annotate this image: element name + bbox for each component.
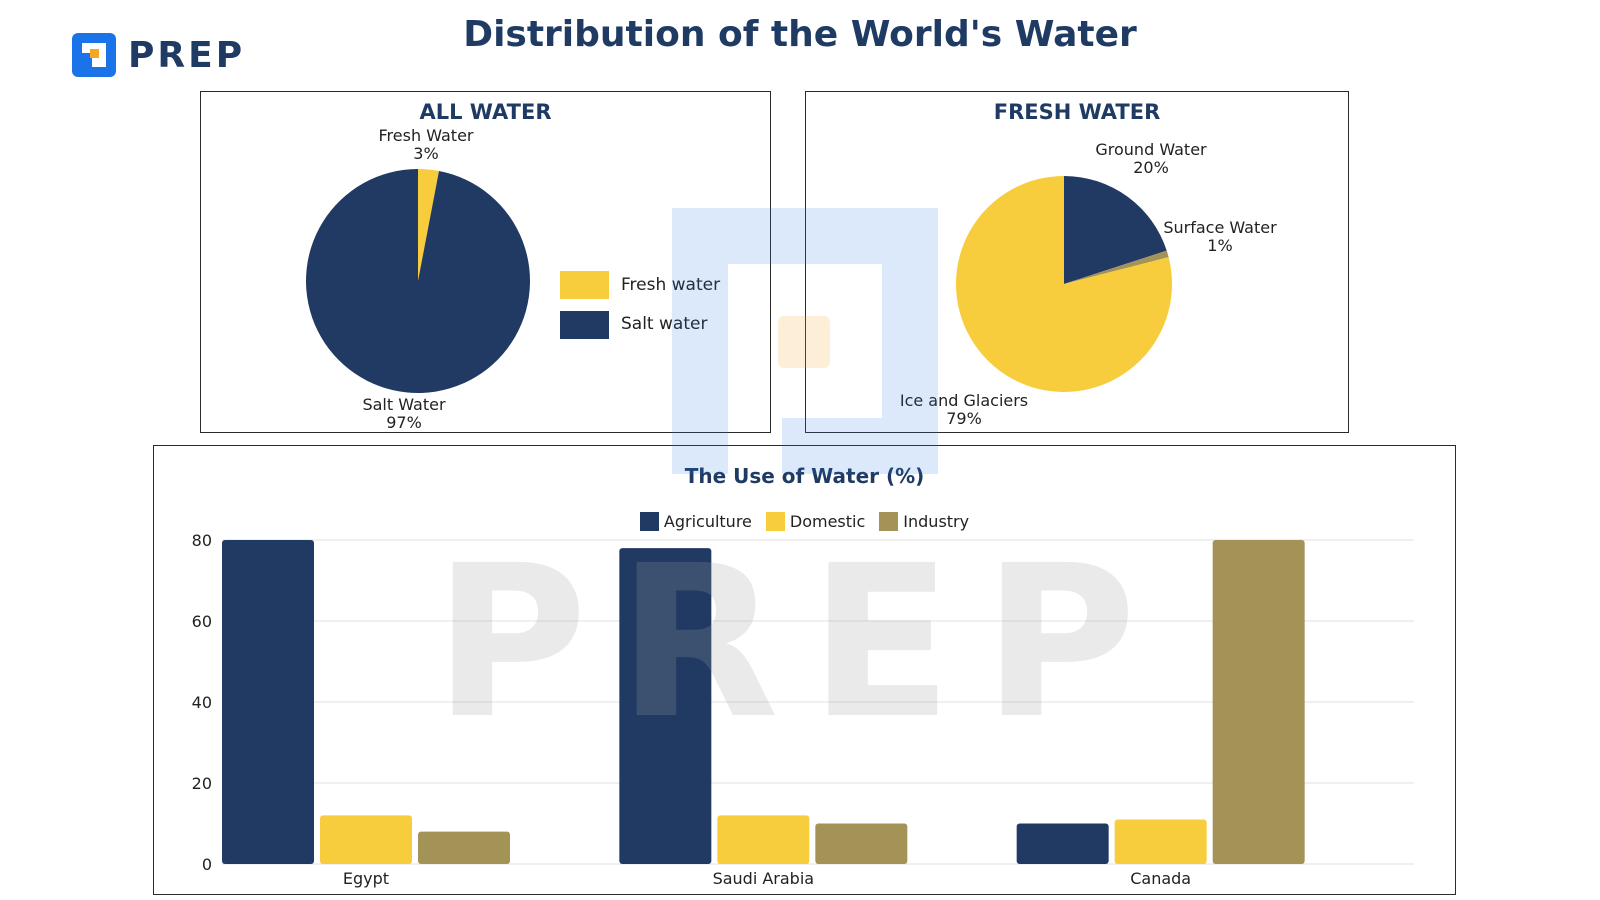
- ice-glaciers-label: Ice and Glaciers 79%: [899, 391, 1029, 428]
- bar-industry-egypt: [418, 831, 510, 864]
- page-title: Distribution of the World's Water: [463, 14, 1137, 55]
- legend-item-domestic: Domestic: [765, 512, 865, 531]
- pie-slice-salt-water: [306, 169, 530, 393]
- bar-industry-saudi-arabia: [815, 823, 908, 864]
- legend-label-fresh: Fresh water: [621, 275, 721, 295]
- legend-item-agriculture: Agriculture: [639, 512, 752, 531]
- bar-agriculture-egypt: [222, 540, 314, 864]
- x-category-label: Canada: [1130, 869, 1191, 888]
- pie-slice-surface-water: [1064, 250, 1169, 284]
- legend-label-salt: Salt water: [621, 314, 708, 334]
- pie-slice-fresh-water: [418, 169, 439, 281]
- bar-agriculture-saudi-arabia: [619, 548, 712, 864]
- y-tick-label: 20: [192, 774, 212, 793]
- prep-logo-icon: [72, 33, 116, 77]
- bar-agriculture-canada: [1016, 823, 1109, 864]
- all-water-panel: ALL WATER Fresh Water 3% Salt Water 97% …: [200, 91, 771, 433]
- all-water-title: ALL WATER: [419, 100, 552, 124]
- x-category-label: Egypt: [343, 869, 389, 888]
- all-water-pie: [306, 169, 530, 393]
- pie-slice-ground-water: [1064, 176, 1167, 284]
- legend-item-industry: Industry: [879, 512, 969, 531]
- legend-swatch-salt: [560, 311, 609, 339]
- logo-text: PREP: [128, 34, 246, 76]
- bar-domestic-saudi-arabia: [717, 815, 810, 864]
- y-tick-label: 0: [202, 855, 212, 874]
- bar-domestic-canada: [1114, 819, 1207, 864]
- fresh-water-panel: FRESH WATER Ground Water 20% Surface Wat…: [805, 91, 1349, 433]
- ground-water-label: Ground Water 20%: [1095, 140, 1207, 177]
- y-tick-label: 40: [192, 693, 212, 712]
- y-tick-label: 80: [192, 531, 212, 550]
- pie-slice-ice-and-glaciers: [956, 176, 1172, 392]
- water-use-bar-chart: 0 20 40 60 80 Egypt Saudi Arabia Canada: [192, 531, 1414, 888]
- bar-domestic-egypt: [320, 815, 412, 864]
- y-tick-label: 60: [192, 612, 212, 631]
- prep-logo[interactable]: PREP: [70, 31, 245, 79]
- water-use-panel: The Use of Water (%) Agriculture Domesti…: [153, 445, 1456, 895]
- salt-water-label: Salt Water 97%: [362, 395, 446, 432]
- legend-swatch-fresh: [560, 271, 609, 299]
- fresh-water-pie: [956, 176, 1172, 392]
- surface-water-label: Surface Water 1%: [1163, 218, 1277, 255]
- water-use-legend: Agriculture Domestic Industry: [154, 512, 1455, 531]
- fresh-water-title: FRESH WATER: [993, 100, 1161, 124]
- bar-industry-canada: [1212, 540, 1305, 864]
- x-category-label: Saudi Arabia: [713, 869, 815, 888]
- water-use-title: The Use of Water (%): [684, 464, 925, 488]
- fresh-water-label: Fresh Water 3%: [378, 126, 474, 163]
